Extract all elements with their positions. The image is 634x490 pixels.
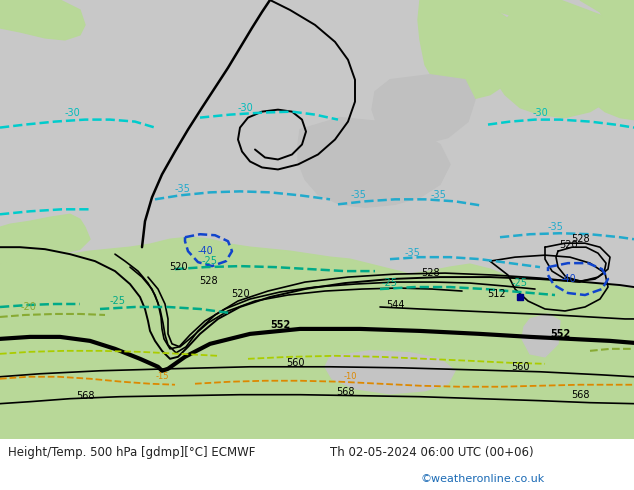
Text: 544: 544 xyxy=(385,300,404,310)
Text: 560: 560 xyxy=(511,362,529,372)
Polygon shape xyxy=(580,0,634,120)
Polygon shape xyxy=(372,75,475,145)
Polygon shape xyxy=(0,214,90,264)
Text: 552: 552 xyxy=(550,329,570,339)
Text: Th 02-05-2024 06:00 UTC (00+06): Th 02-05-2024 06:00 UTC (00+06) xyxy=(330,446,534,460)
Text: 520: 520 xyxy=(231,289,249,299)
Text: 568: 568 xyxy=(571,390,589,400)
Text: 512: 512 xyxy=(488,289,507,299)
Text: ©weatheronline.co.uk: ©weatheronline.co.uk xyxy=(420,474,544,484)
Text: 528: 528 xyxy=(571,234,590,244)
Text: 528: 528 xyxy=(421,268,439,278)
Text: -40: -40 xyxy=(560,274,576,284)
Text: 552: 552 xyxy=(270,320,290,330)
Text: 528: 528 xyxy=(198,276,217,286)
Text: -10: -10 xyxy=(343,372,357,381)
Text: -35: -35 xyxy=(547,222,563,232)
Polygon shape xyxy=(298,118,450,207)
Text: -30: -30 xyxy=(64,108,80,118)
Text: -35: -35 xyxy=(430,190,446,200)
Polygon shape xyxy=(0,237,634,439)
Text: -25: -25 xyxy=(110,296,126,306)
Text: -35: -35 xyxy=(350,190,366,200)
Polygon shape xyxy=(418,0,520,99)
Text: 568: 568 xyxy=(336,387,354,397)
Text: -30: -30 xyxy=(532,108,548,118)
Text: -15: -15 xyxy=(155,372,169,381)
Text: 520: 520 xyxy=(559,240,578,250)
Text: -40: -40 xyxy=(197,246,213,256)
Text: -25: -25 xyxy=(202,256,218,266)
Text: 520: 520 xyxy=(169,262,187,272)
Text: -20: -20 xyxy=(20,302,36,312)
Text: -30: -30 xyxy=(237,102,253,113)
Polygon shape xyxy=(522,314,560,357)
Polygon shape xyxy=(0,0,85,40)
Text: Height/Temp. 500 hPa [gdmp][°C] ECMWF: Height/Temp. 500 hPa [gdmp][°C] ECMWF xyxy=(8,446,256,460)
Polygon shape xyxy=(455,0,630,118)
Text: 568: 568 xyxy=(75,391,94,401)
Text: -35: -35 xyxy=(174,184,190,195)
Text: -25: -25 xyxy=(382,278,398,288)
Text: 560: 560 xyxy=(286,358,304,368)
Polygon shape xyxy=(325,351,455,393)
Text: -35: -35 xyxy=(404,248,420,258)
Text: -25: -25 xyxy=(512,278,528,288)
